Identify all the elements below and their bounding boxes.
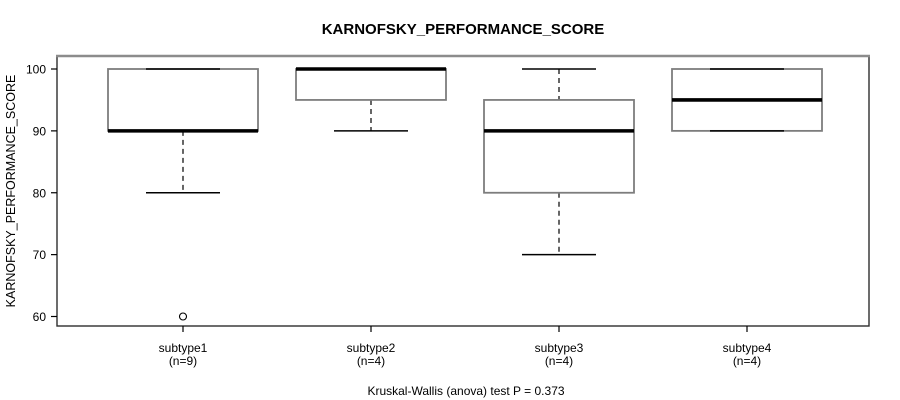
stats-caption: Kruskal-Wallis (anova) test P = 0.373 bbox=[367, 384, 564, 398]
x-tick-label: subtype1 bbox=[159, 341, 208, 355]
y-tick-label: 90 bbox=[33, 124, 47, 138]
y-axis-label: KARNOFSKY_PERFORMANCE_SCORE bbox=[4, 75, 18, 308]
box-subtype1 bbox=[107, 68, 259, 132]
x-tick-label: subtype3 bbox=[535, 341, 584, 355]
y-tick-label: 80 bbox=[33, 186, 47, 200]
y-tick-label: 100 bbox=[26, 63, 46, 77]
y-tick-label: 60 bbox=[33, 310, 47, 324]
box-subtype2 bbox=[295, 68, 447, 101]
box-subtype3 bbox=[483, 99, 635, 194]
chart-title: KARNOFSKY_PERFORMANCE_SCORE bbox=[322, 21, 605, 38]
outlier-point bbox=[178, 312, 188, 321]
x-tick-label: subtype2 bbox=[347, 341, 396, 355]
x-tick-count: (n=9) bbox=[169, 354, 197, 368]
x-tick-count: (n=4) bbox=[545, 354, 573, 368]
x-tick-count: (n=4) bbox=[733, 354, 761, 368]
y-tick-label: 70 bbox=[33, 248, 47, 262]
x-tick-label: subtype4 bbox=[723, 341, 772, 355]
x-tick-count: (n=4) bbox=[357, 354, 385, 368]
plot-area: 10090807060subtype1(n=9)subtype2(n=4)sub… bbox=[26, 54, 870, 368]
